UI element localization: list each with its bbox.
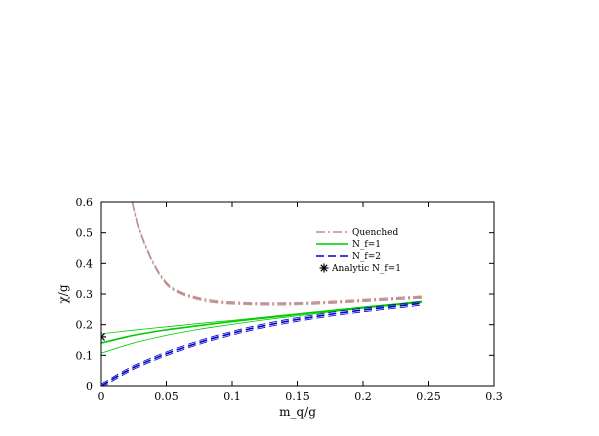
y-tick-label: 0.1 — [76, 349, 94, 362]
y-tick-label: 0.3 — [76, 288, 94, 301]
series-quenched-line — [131, 202, 422, 305]
x-tick-label: 0.2 — [354, 390, 372, 403]
y-axis-label: χ/g — [56, 284, 70, 303]
analytic-marker — [101, 332, 105, 338]
y-tick-label: 0.6 — [76, 196, 94, 209]
legend-swatch-analytic — [320, 264, 328, 272]
x-tick-label: 0.3 — [485, 390, 503, 403]
series-nf2-line — [101, 302, 423, 386]
y-tick-label: 0 — [86, 380, 93, 393]
series-nf2 — [101, 300, 423, 386]
series-analytic — [101, 331, 106, 342]
series-nf1-lower — [101, 302, 422, 354]
analytic-marker — [101, 336, 105, 341]
legend-item-analytic: Analytic N_f=1 — [319, 263, 401, 274]
x-tick-label: 0.15 — [285, 390, 310, 403]
series-quenched-upper — [132, 202, 422, 304]
x-tick-label: 0.1 — [223, 390, 241, 403]
legend-label-nf1: N_f=1 — [352, 240, 381, 250]
y-tick-label: 0.2 — [76, 319, 94, 332]
series-quenched — [131, 202, 422, 306]
series-nf2-lower — [103, 304, 422, 386]
legend-item-nf1: N_f=1 — [316, 240, 381, 250]
series-nf1 — [101, 300, 423, 354]
ticks-layer: 0 0.05 0.1 0.15 0.2 0.25 0.3 0 0.1 0.2 0.3 0.4 0.5 0.… — [76, 196, 503, 403]
x-axis-label: m_q/g — [279, 405, 316, 419]
axes-layer: m_q/g χ/g — [56, 201, 495, 419]
legend-item-nf2: N_f=2 — [316, 252, 381, 262]
series-layer — [101, 202, 423, 386]
y-tick-label: 0.5 — [76, 227, 94, 240]
legend-item-quenched: Quenched — [316, 228, 398, 238]
legend: Quenched N_f=1 N_f=2 Analytic N_f=1 — [316, 228, 401, 274]
x-tick-label: 0.05 — [154, 390, 179, 403]
legend-label-nf2: N_f=2 — [352, 252, 381, 262]
series-nf2-upper — [101, 300, 422, 385]
legend-label-analytic: Analytic N_f=1 — [331, 264, 401, 274]
y-tick-label: 0.4 — [76, 257, 94, 270]
x-tick-label: 0 — [98, 390, 105, 403]
series-nf1-line — [101, 300, 423, 344]
series-quenched-lower — [132, 203, 422, 306]
x-tick-label: 0.25 — [416, 390, 441, 403]
legend-label-quenched: Quenched — [352, 228, 398, 238]
